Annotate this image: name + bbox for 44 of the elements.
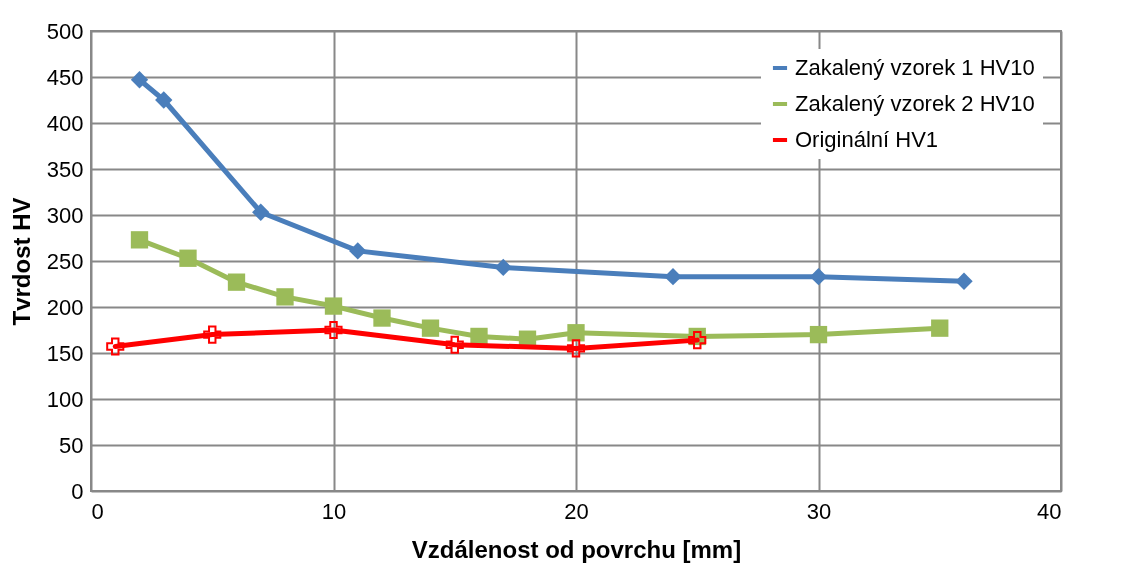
point (203, 325, 222, 344)
y-axis-title: Tvrdost HV (7, 197, 35, 326)
x-tick-label: 20 (564, 498, 589, 524)
x-tick-label: 0 (91, 498, 104, 524)
legend-label: Originální HV1 (795, 127, 939, 152)
point (252, 203, 270, 221)
point (227, 273, 246, 291)
point (373, 309, 391, 327)
point (567, 324, 585, 342)
point (566, 339, 586, 358)
point (324, 297, 343, 315)
y-tick-label: 150 (46, 340, 84, 366)
x-tick-label: 40 (1037, 498, 1062, 524)
point (276, 288, 294, 306)
point (494, 258, 512, 277)
point (155, 91, 173, 109)
y-tick-label: 50 (59, 432, 84, 458)
point (931, 319, 949, 337)
y-tick-label: 450 (46, 64, 84, 90)
point (349, 242, 367, 260)
y-tick-label: 500 (46, 18, 84, 44)
point (106, 337, 125, 356)
point (688, 331, 707, 350)
point (130, 71, 149, 89)
legend-label: Zakalený vzorek 1 HV10 (795, 55, 1035, 80)
point (324, 320, 343, 340)
y-tick-label: 200 (46, 294, 84, 320)
point (664, 267, 682, 286)
y-tick-label: 100 (46, 386, 84, 412)
point (421, 319, 440, 337)
x-tick-label: 10 (321, 498, 347, 524)
y-tick-label: 250 (46, 248, 84, 274)
y-tick-label: 400 (46, 110, 84, 136)
y-tick-label: 300 (46, 202, 84, 228)
y-tick-label: 350 (46, 156, 84, 182)
x-tick-label: 30 (806, 498, 832, 524)
point (809, 325, 828, 344)
point (955, 272, 973, 290)
point (179, 249, 197, 267)
x-axis-title: Vzdálenost od povrchu [mm] (411, 535, 742, 563)
point (130, 231, 149, 249)
point (445, 335, 464, 354)
y-tick-label: 0 (71, 478, 84, 504)
legend-label: Zakalený vzorek 2 HV10 (795, 91, 1035, 116)
